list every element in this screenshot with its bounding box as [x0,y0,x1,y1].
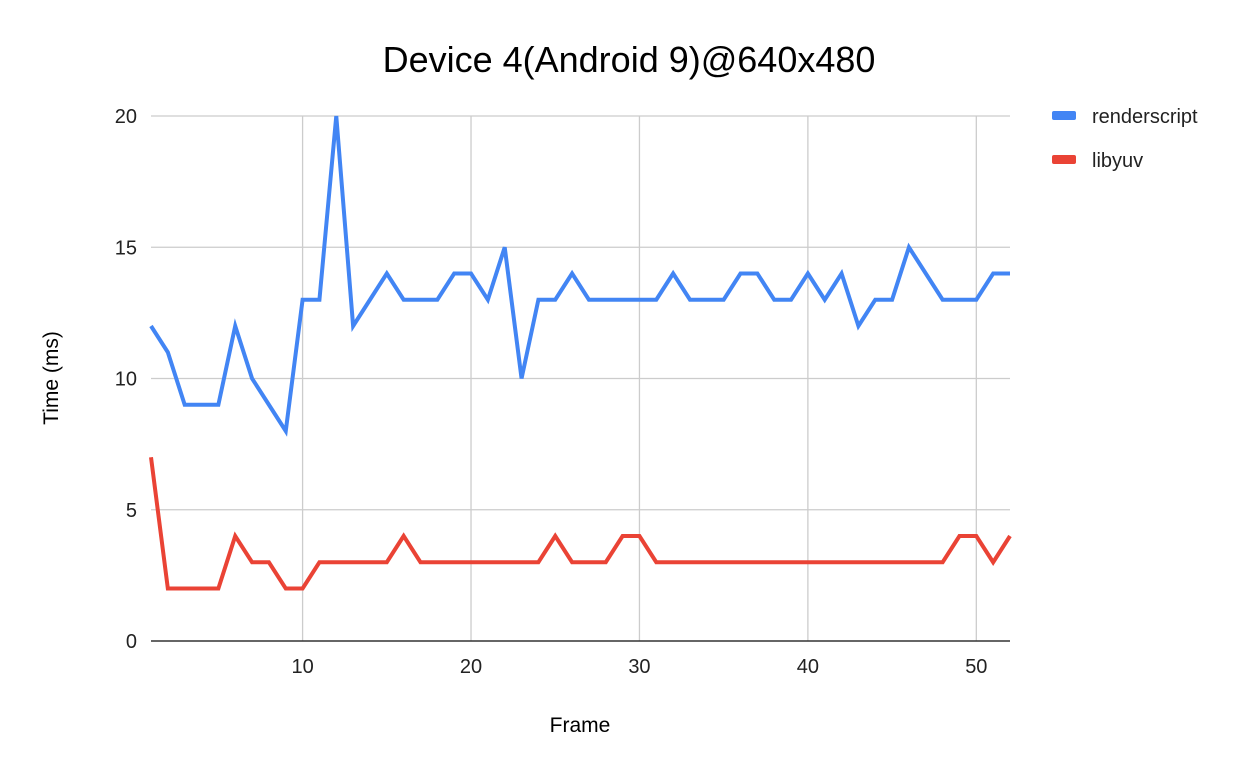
x-tick-label: 20 [460,656,482,678]
data-series [149,115,1012,591]
legend: renderscript libyuv [1052,106,1198,172]
chart-title: Device 4(Android 9)@640x480 [383,39,876,80]
x-tick-label: 40 [797,656,819,678]
y-tick-label: 5 [126,500,137,522]
series-line-libyuv [149,456,1012,591]
legend-swatch-renderscript [1052,111,1076,120]
legend-swatch-libyuv [1052,155,1076,164]
x-tick-label: 30 [628,656,650,678]
y-axis-title: Time (ms) [40,331,63,425]
y-tick-label: 20 [115,106,137,128]
series-line-renderscript [149,115,1010,437]
tick-labels: 0 5 10 15 20 10 20 30 40 50 [115,106,988,678]
y-tick-label: 0 [126,631,137,653]
x-tick-label: 50 [965,656,987,678]
y-tick-label: 10 [115,369,137,391]
y-tick-label: 15 [115,237,137,259]
x-tick-label: 10 [291,656,313,678]
x-axis-title: Frame [550,714,611,737]
legend-label-libyuv: libyuv [1092,150,1143,172]
legend-label-renderscript: renderscript [1092,106,1198,128]
